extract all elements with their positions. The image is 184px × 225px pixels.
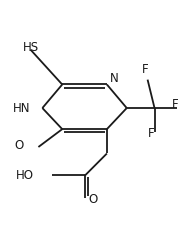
Text: HO: HO: [16, 169, 34, 182]
Text: HN: HN: [13, 102, 30, 115]
Text: N: N: [110, 72, 119, 85]
Text: F: F: [148, 127, 154, 140]
Text: O: O: [88, 193, 97, 206]
Text: F: F: [142, 63, 148, 76]
Text: O: O: [15, 139, 24, 152]
Text: HS: HS: [22, 41, 39, 54]
Text: F: F: [171, 98, 178, 111]
